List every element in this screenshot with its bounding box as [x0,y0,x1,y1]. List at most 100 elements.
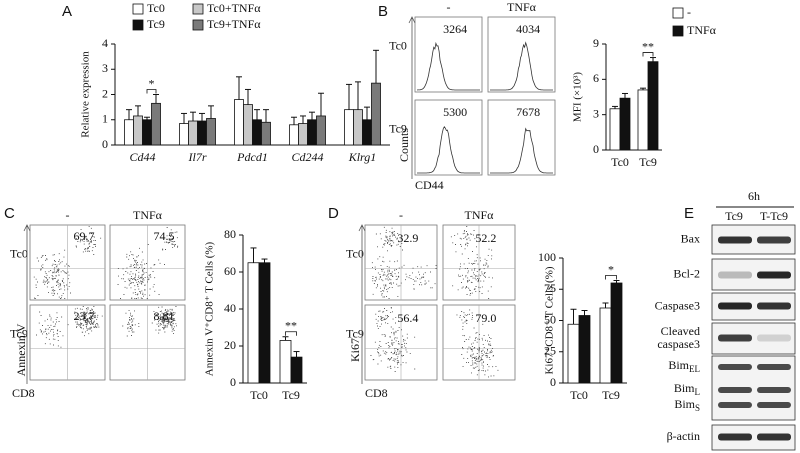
blot-band [718,364,752,370]
y-tick-label: 80 [224,227,236,241]
bar [252,119,262,146]
y-tick-label: 4 [102,36,108,50]
legend-label: Tc0+TNFα [207,1,261,15]
bar [610,282,623,384]
lane-label: Tc9 [725,209,743,223]
bar [179,123,189,146]
y-tick-label: 40 [224,301,236,315]
blot-band [757,334,791,342]
bar [316,115,326,146]
blot-label: BimEL [668,358,700,374]
bar [247,262,260,384]
plot-frame [487,99,556,176]
legend-swatch [672,7,684,19]
bar [567,323,580,384]
y-tick-label: 20 [224,338,236,352]
bim-subscript: EL [689,364,700,374]
bar [578,315,591,384]
y-axis-label: Relative expression [80,51,92,138]
blot-band [718,271,752,279]
significance-bracket [642,52,654,57]
blot-band [757,387,791,393]
y-tick-label: 1 [102,112,108,126]
legend-swatch [132,3,144,15]
cell-dots [405,265,437,290]
legend-swatch [132,19,144,31]
y-tick-label: 50 [544,312,556,326]
column-header: - [66,208,70,222]
blot-label: Cleaved [661,324,700,338]
gate-number: 3264 [443,22,467,36]
blot-band [757,402,791,408]
bar [142,119,152,146]
plot-frame [414,16,483,93]
x-tick-label: Cd44 [129,150,155,164]
bar [647,61,659,151]
bar [124,119,134,146]
blot-band [718,334,752,342]
column-header: TNFα [465,208,495,222]
bar [279,340,292,384]
cell-dots [162,227,179,251]
y-tick-label: 3 [102,61,108,75]
bim-base: Bim [674,381,695,395]
bar [258,262,271,384]
axis-arrow [23,224,31,384]
cell-dots [456,309,473,330]
histogram [490,127,553,174]
x-axis-label: CD8 [12,386,35,400]
column-header: - [447,0,451,14]
blot-label: Caspase3 [655,298,700,312]
significance-label: * [608,262,614,276]
bar [188,120,198,146]
legend-label: Tc9 [147,17,165,31]
significance-bracket [146,89,157,94]
bar [637,89,649,151]
legend-label: - [687,5,691,19]
bar [371,82,381,146]
cell-dots [75,226,102,255]
y-axis-label: Annexin V [14,323,28,376]
blot-band [718,433,752,441]
row-label: Tc9 [10,326,28,340]
gate-number: 8.81 [154,309,175,323]
histogram [490,41,553,91]
cell-dots [452,248,493,299]
blot-band [718,302,752,310]
y-axis-label: Annexin V⁺CD8⁺ T Cells (%) [204,241,216,376]
blot-band [718,402,752,408]
bim-base: Bim [668,358,689,372]
x-tick-label: Tc9 [639,155,657,169]
legend-swatch [192,19,204,31]
y-tick-label: 6 [593,71,599,85]
gate-number: 52.2 [475,231,496,245]
bar [298,123,308,146]
bim-subscript: S [695,403,700,413]
gate-number: 32.9 [397,231,418,245]
y-axis-label: Counts [397,128,411,162]
panel-letter: B [378,3,388,20]
y-tick-label: 0 [550,375,556,389]
gate-number: 7678 [516,105,540,119]
blot-label: Bcl-2 [673,266,700,280]
cell-dots [375,306,397,332]
blot-label: caspase3 [657,337,700,351]
axis-arrow [408,16,416,179]
x-tick-label: Tc0 [611,155,629,169]
gate-number: 69.7 [74,229,95,243]
blot-label: BimS [674,397,700,413]
gate-number: 5300 [443,105,467,119]
legend-label: Tc0 [147,1,165,15]
panel-letter: C [4,205,15,222]
x-axis-label: CD44 [415,178,444,192]
gate-number: 56.4 [397,311,418,325]
column-header: TNFα [507,0,537,14]
row-label: Tc9 [346,326,364,340]
bar [307,119,317,146]
y-axis-label: Ki67 [348,338,362,362]
panel-letter: A [62,3,72,20]
plot-frame [487,16,556,93]
cell-dots [371,256,408,299]
y-tick-label: 0 [230,375,236,389]
